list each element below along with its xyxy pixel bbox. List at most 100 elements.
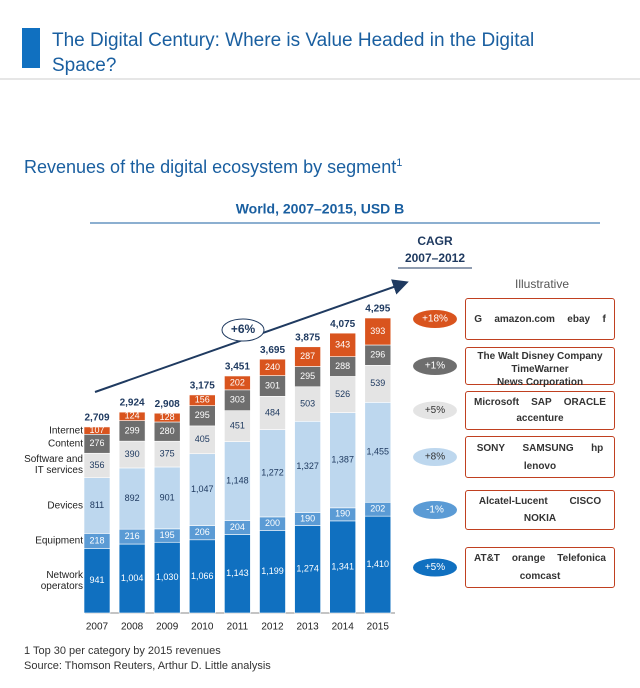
cagr-oval xyxy=(413,558,457,577)
x-tick-label: 2015 xyxy=(367,622,390,633)
x-tick-label: 2011 xyxy=(227,622,249,633)
value-label: 892 xyxy=(125,493,140,503)
value-label: 1,143 xyxy=(226,568,249,578)
company-logo: amazon.com xyxy=(494,313,555,325)
bar-segment xyxy=(259,358,286,376)
title-note: 1 xyxy=(396,157,403,169)
bar-segment xyxy=(294,421,321,513)
bar-segment xyxy=(294,346,321,367)
value-label: 356 xyxy=(89,460,104,470)
series-label: Equipment xyxy=(35,535,83,547)
value-label: 811 xyxy=(90,500,104,510)
total-label: 4,075 xyxy=(330,319,355,330)
value-label: 295 xyxy=(300,371,315,381)
cagr-oval xyxy=(413,448,457,466)
bar-segment xyxy=(259,530,286,614)
x-tick-label: 2012 xyxy=(261,622,284,633)
chart-title-text: Revenues of the digital ecosystem by seg… xyxy=(24,157,397,177)
bar-segment xyxy=(364,402,392,503)
cagr-label: +5% xyxy=(425,405,445,416)
value-label: 343 xyxy=(335,339,350,349)
value-label: 1,455 xyxy=(367,447,390,457)
x-tick-label: 2007 xyxy=(86,622,109,633)
chart-title: Revenues of the digital ecosystem by seg… xyxy=(24,157,402,178)
cagr-title: CAGR xyxy=(417,234,453,248)
value-label: 200 xyxy=(265,518,280,528)
series-label: Software and IT services xyxy=(24,454,83,477)
cagr-oval xyxy=(413,357,457,375)
annotation-oval xyxy=(221,318,265,342)
value-label: 240 xyxy=(265,362,280,372)
logo-box: Alcatel-Lucent CISCO NOKIA xyxy=(465,490,615,530)
company-logo: accenture xyxy=(516,413,564,425)
value-label: 1,047 xyxy=(191,484,214,494)
bar-segment xyxy=(364,365,392,403)
value-label: 303 xyxy=(230,395,245,405)
cagr-period: 2007–2012 xyxy=(405,251,465,265)
value-label: 190 xyxy=(335,509,350,519)
total-label: 2,908 xyxy=(155,399,180,410)
bar-segment xyxy=(189,453,216,526)
cagr-label: +18% xyxy=(422,314,448,325)
total-label: 3,695 xyxy=(260,345,285,356)
value-label: 390 xyxy=(125,449,140,459)
bar-segment xyxy=(83,477,111,534)
logo-box: Microsoft SAP ORACLE accenture xyxy=(465,391,615,430)
cagr-label: -1% xyxy=(426,505,444,516)
value-label: 1,030 xyxy=(156,572,179,582)
value-label: 1,274 xyxy=(296,564,319,574)
total-label: 3,875 xyxy=(295,332,320,343)
x-tick-label: 2009 xyxy=(156,622,179,633)
bar-segment xyxy=(224,375,251,391)
value-label: 295 xyxy=(195,410,210,420)
value-label: 195 xyxy=(160,530,175,540)
value-label: 484 xyxy=(265,407,280,417)
bar-segment xyxy=(189,539,216,614)
company-logo: comcast xyxy=(519,570,561,582)
value-label: 526 xyxy=(335,389,350,399)
total-label: 2,709 xyxy=(84,413,109,424)
bar-segment xyxy=(364,317,392,346)
x-tick-label: 2014 xyxy=(332,622,355,633)
company-logo: News Corporation xyxy=(496,377,584,388)
x-tick-label: 2008 xyxy=(121,622,144,633)
value-label: 1,199 xyxy=(261,566,284,576)
series-label: Internet xyxy=(49,425,83,437)
value-label: 218 xyxy=(89,535,104,545)
value-label: 1,066 xyxy=(191,571,214,581)
value-label: 204 xyxy=(230,522,245,532)
total-label: 4,295 xyxy=(365,304,390,315)
bar-segment xyxy=(153,440,181,468)
footnote: 1 Top 30 per category by 2015 revenues xyxy=(24,645,221,657)
value-label: 1,341 xyxy=(331,561,354,571)
value-label: 202 xyxy=(230,377,245,387)
company-logo: SAP xyxy=(531,396,552,408)
value-label: 1,004 xyxy=(121,573,144,583)
cagr-oval xyxy=(413,310,457,328)
company-logo: G xyxy=(474,313,482,325)
bar-segment xyxy=(153,412,181,423)
value-label: 280 xyxy=(160,426,175,436)
bar-segment xyxy=(329,332,357,357)
company-logo: Telefonica xyxy=(557,553,606,565)
value-label: 1,387 xyxy=(331,455,354,465)
bar-segment xyxy=(224,410,251,442)
value-label: 206 xyxy=(195,527,210,537)
company-logo: NOKIA xyxy=(523,513,557,524)
total-label: 3,451 xyxy=(225,362,250,373)
bar-segment xyxy=(118,440,146,469)
illustrative-note: Illustrative xyxy=(515,277,569,291)
value-label: 941 xyxy=(89,575,104,585)
value-label: 451 xyxy=(230,421,245,431)
series-label: Network operators xyxy=(40,569,83,592)
value-label: 393 xyxy=(370,326,385,336)
value-label: 1,272 xyxy=(261,468,284,478)
x-tick-label: 2010 xyxy=(191,622,214,633)
bar-segment xyxy=(224,534,251,614)
value-label: 301 xyxy=(265,380,280,390)
value-label: 539 xyxy=(370,378,385,388)
total-label: 2,924 xyxy=(120,398,145,409)
cagr-label: +5% xyxy=(425,562,445,573)
value-label: 901 xyxy=(160,492,175,502)
company-logo: ORACLE xyxy=(563,396,606,408)
